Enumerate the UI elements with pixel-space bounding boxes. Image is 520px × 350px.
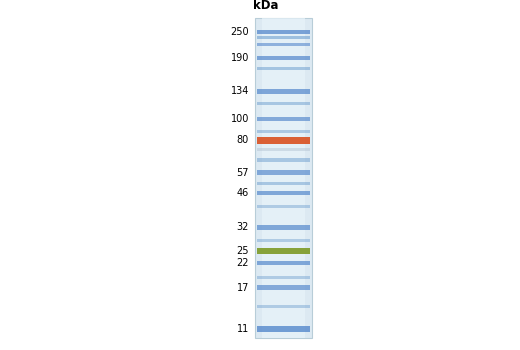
Bar	[257, 30, 310, 34]
Text: kDa: kDa	[253, 0, 279, 12]
Bar	[257, 182, 310, 185]
Bar	[257, 304, 310, 308]
Bar	[257, 285, 310, 290]
Bar	[257, 67, 310, 70]
Bar	[257, 275, 310, 279]
Text: 11: 11	[237, 324, 249, 334]
Text: 250: 250	[230, 27, 249, 37]
Bar	[257, 261, 310, 265]
Text: 100: 100	[231, 114, 249, 124]
Bar	[257, 148, 310, 150]
Text: 80: 80	[237, 135, 249, 145]
Bar	[257, 102, 310, 105]
Bar	[257, 56, 310, 61]
Bar	[257, 205, 310, 208]
Bar	[255, 18, 312, 338]
Bar	[257, 137, 310, 144]
Bar	[257, 117, 310, 121]
Bar	[257, 170, 310, 175]
Bar	[257, 130, 310, 133]
Bar	[262, 18, 305, 338]
Bar	[257, 191, 310, 195]
Bar	[257, 158, 310, 162]
Text: 32: 32	[237, 223, 249, 232]
Text: 25: 25	[237, 246, 249, 256]
Bar	[257, 42, 310, 46]
Text: 57: 57	[237, 168, 249, 177]
Bar	[257, 89, 310, 93]
Text: 17: 17	[237, 282, 249, 293]
Bar	[257, 326, 310, 332]
Text: 46: 46	[237, 188, 249, 198]
Text: 190: 190	[231, 53, 249, 63]
Bar	[257, 239, 310, 241]
Bar	[257, 225, 310, 230]
Text: 134: 134	[231, 86, 249, 96]
Bar	[257, 248, 310, 254]
Bar	[257, 36, 310, 40]
Text: 22: 22	[237, 258, 249, 268]
